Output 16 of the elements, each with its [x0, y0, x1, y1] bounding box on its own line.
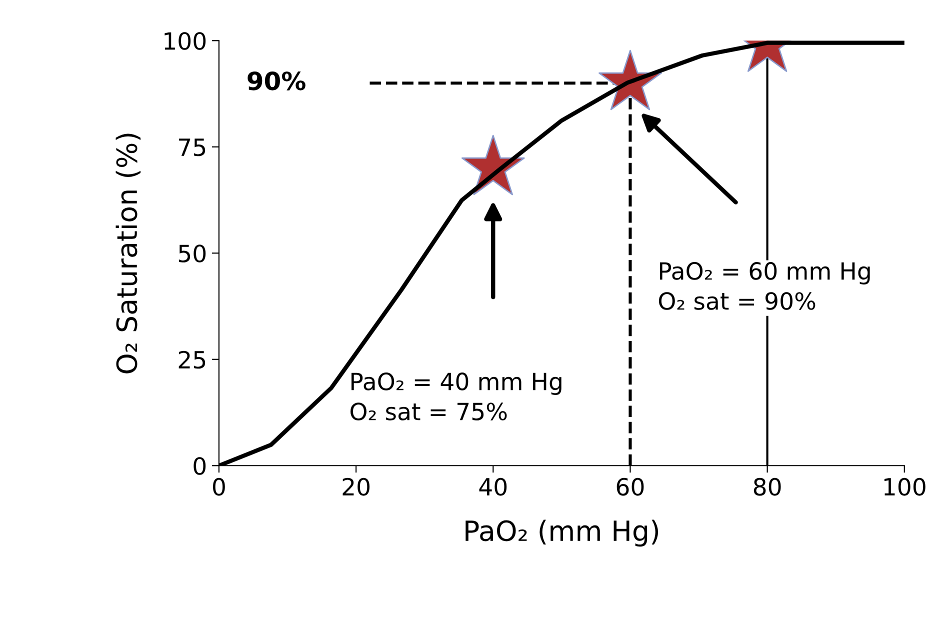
x-tick-label: 20 — [342, 478, 370, 496]
annotation: PaO₂ = 40 mm Hg O₂ sat = 75% — [350, 372, 562, 420]
y-tick-label: 75 — [179, 138, 206, 156]
y-tick-label: 100 — [164, 32, 206, 50]
y-tick-label: 50 — [178, 244, 206, 262]
x-tick-label: 80 — [754, 478, 781, 496]
y-tick-label: 0 — [194, 457, 206, 475]
y-axis-title: O₂ Saturation (%) — [116, 134, 141, 374]
x-tick-label: 100 — [884, 478, 926, 496]
annotation: PaO₂ = 60 mm Hg O₂ sat = 90% — [658, 262, 870, 310]
x-tick-label: 40 — [479, 478, 507, 496]
y-tick-label: 25 — [178, 350, 206, 369]
x-tick-label: 0 — [213, 478, 225, 496]
ref-line-label: 90% — [248, 71, 306, 90]
x-axis-title: PaO₂ (mm Hg) — [466, 520, 658, 547]
x-tick-label: 60 — [616, 478, 644, 496]
